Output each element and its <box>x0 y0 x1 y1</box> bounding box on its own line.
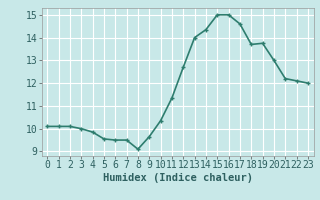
X-axis label: Humidex (Indice chaleur): Humidex (Indice chaleur) <box>103 173 252 183</box>
